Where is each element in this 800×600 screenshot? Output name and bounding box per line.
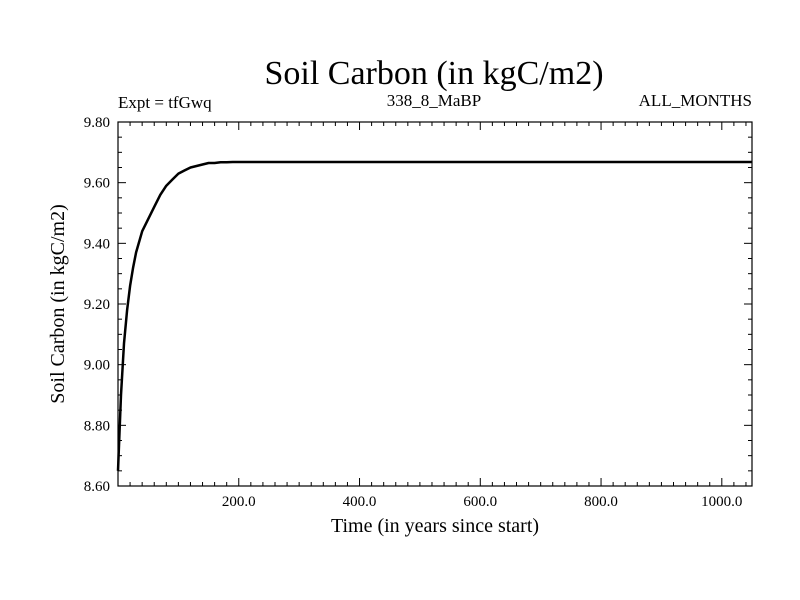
chart-title: Soil Carbon (in kgC/m2) [264, 55, 603, 92]
plot-frame [117, 121, 753, 487]
experiment-label: Expt = tfGwq [118, 93, 212, 112]
x-tick-label: 800.0 [584, 494, 618, 510]
y-tick-label: 9.60 [84, 176, 110, 192]
x-tick-label: 600.0 [463, 494, 497, 510]
months-label: ALL_MONTHS [639, 91, 752, 110]
y-tick-label: 8.80 [84, 418, 110, 434]
period-label: 338_8_MaBP [387, 91, 481, 110]
x-tick-label: 200.0 [222, 494, 256, 510]
y-axis-label: Soil Carbon (in kgC/m2) [47, 204, 69, 403]
series-line [116, 160, 752, 471]
x-tick-label: 400.0 [343, 494, 377, 510]
y-tick-label: 9.40 [84, 236, 110, 252]
y-tick-label: 9.80 [84, 115, 110, 131]
x-axis-label: Time (in years since start) [331, 515, 539, 537]
x-tick-label: 1000.0 [701, 494, 742, 510]
y-tick-label: 9.00 [84, 358, 110, 374]
y-tick-label: 8.60 [84, 479, 110, 495]
y-tick-label: 9.20 [84, 297, 110, 313]
